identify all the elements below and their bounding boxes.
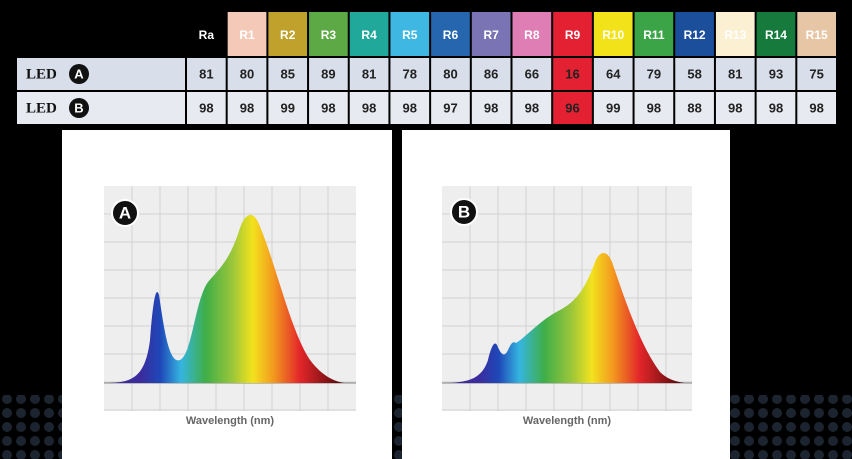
header-text: R14	[765, 28, 787, 42]
header-text: R12	[684, 28, 706, 42]
value-text: 99	[606, 100, 620, 115]
header-text: R10	[602, 28, 624, 42]
row-badge-letter: A	[74, 66, 84, 81]
header-text: R11	[643, 28, 665, 42]
value-text: 98	[199, 100, 213, 115]
value-text: 80	[443, 66, 457, 81]
value-text: 16	[565, 66, 579, 81]
value-text: 98	[362, 100, 376, 115]
value-text: 88	[687, 100, 701, 115]
badge-letter: B	[458, 202, 470, 221]
value-text: 98	[769, 100, 783, 115]
row-label: LED	[26, 66, 57, 82]
value-text: 81	[362, 66, 376, 81]
value-text: 98	[321, 100, 335, 115]
value-text: 98	[484, 100, 498, 115]
header-text: R4	[361, 28, 377, 42]
header-text: R9	[565, 28, 581, 42]
header-text: R15	[806, 28, 828, 42]
value-text: 75	[809, 66, 823, 81]
value-text: 80	[240, 66, 254, 81]
header-text: R3	[321, 28, 337, 42]
x-axis-label: Wavelength (nm)	[186, 415, 275, 427]
value-text: 93	[769, 66, 783, 81]
value-text: 81	[199, 66, 213, 81]
header-text: R13	[724, 28, 746, 42]
value-text: 66	[525, 66, 539, 81]
value-text: 79	[647, 66, 661, 81]
value-text: 78	[403, 66, 417, 81]
value-text: 89	[321, 66, 335, 81]
value-text: 96	[565, 100, 579, 115]
header-text: Ra	[199, 28, 215, 42]
value-text: 81	[728, 66, 742, 81]
cri-table: Ra R1 R2 R3 R4 R5 R6 R7 R8 R9 R10 R11 R12 R13 R14 R15 LE…	[17, 12, 836, 124]
header-text: R7	[483, 28, 499, 42]
value-text: 58	[687, 66, 701, 81]
row-label: LED	[26, 100, 57, 116]
badge-letter: A	[119, 203, 131, 222]
value-text: 97	[443, 100, 457, 115]
header-label-cell	[17, 12, 185, 56]
value-text: 86	[484, 66, 498, 81]
value-text: 85	[280, 66, 294, 81]
value-text: 98	[809, 100, 823, 115]
header-text: R5	[402, 28, 418, 42]
row-badge-letter: B	[74, 100, 83, 115]
header-text: R8	[524, 28, 540, 42]
value-text: 98	[525, 100, 539, 115]
value-text: 98	[403, 100, 417, 115]
header-text: R1	[239, 28, 255, 42]
value-text: 98	[647, 100, 661, 115]
infographic: A Wavelength (nm) B Wavelength (nm) Ra R1…	[0, 0, 852, 459]
value-text: 98	[240, 100, 254, 115]
x-axis-label: Wavelength (nm)	[523, 415, 612, 427]
header-text: R2	[280, 28, 296, 42]
value-text: 99	[280, 100, 294, 115]
header-text: R6	[443, 28, 459, 42]
value-text: 98	[728, 100, 742, 115]
value-text: 64	[606, 66, 621, 81]
